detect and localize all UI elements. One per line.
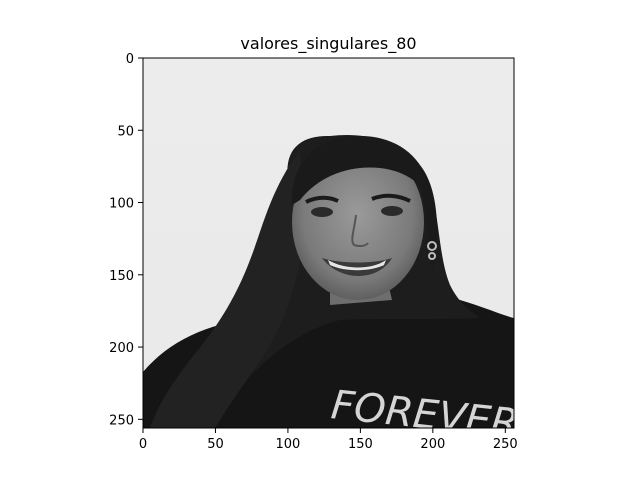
x-tick-label: 250 (493, 437, 518, 452)
grayscale-photo: FOREVER (143, 58, 514, 428)
y-tick-label: 250 (109, 413, 134, 428)
y-tick-label: 200 (109, 341, 134, 356)
axes-frame (142, 57, 515, 429)
y-tick-label: 100 (109, 197, 134, 212)
y-tick-label: 50 (117, 124, 134, 139)
x-axis: 0 50 100 150 200 250 (139, 428, 518, 452)
y-tick-label: 150 (109, 269, 134, 284)
plot-title: valores_singulares_80 (240, 34, 417, 53)
x-tick-label: 150 (348, 437, 373, 452)
y-axis: 0 50 100 150 200 250 (109, 52, 143, 428)
x-tick-label: 200 (420, 437, 445, 452)
x-tick-label: 0 (139, 437, 147, 452)
y-tick-label: 0 (126, 52, 134, 67)
x-tick-label: 50 (207, 437, 224, 452)
x-tick-label: 100 (276, 437, 301, 452)
